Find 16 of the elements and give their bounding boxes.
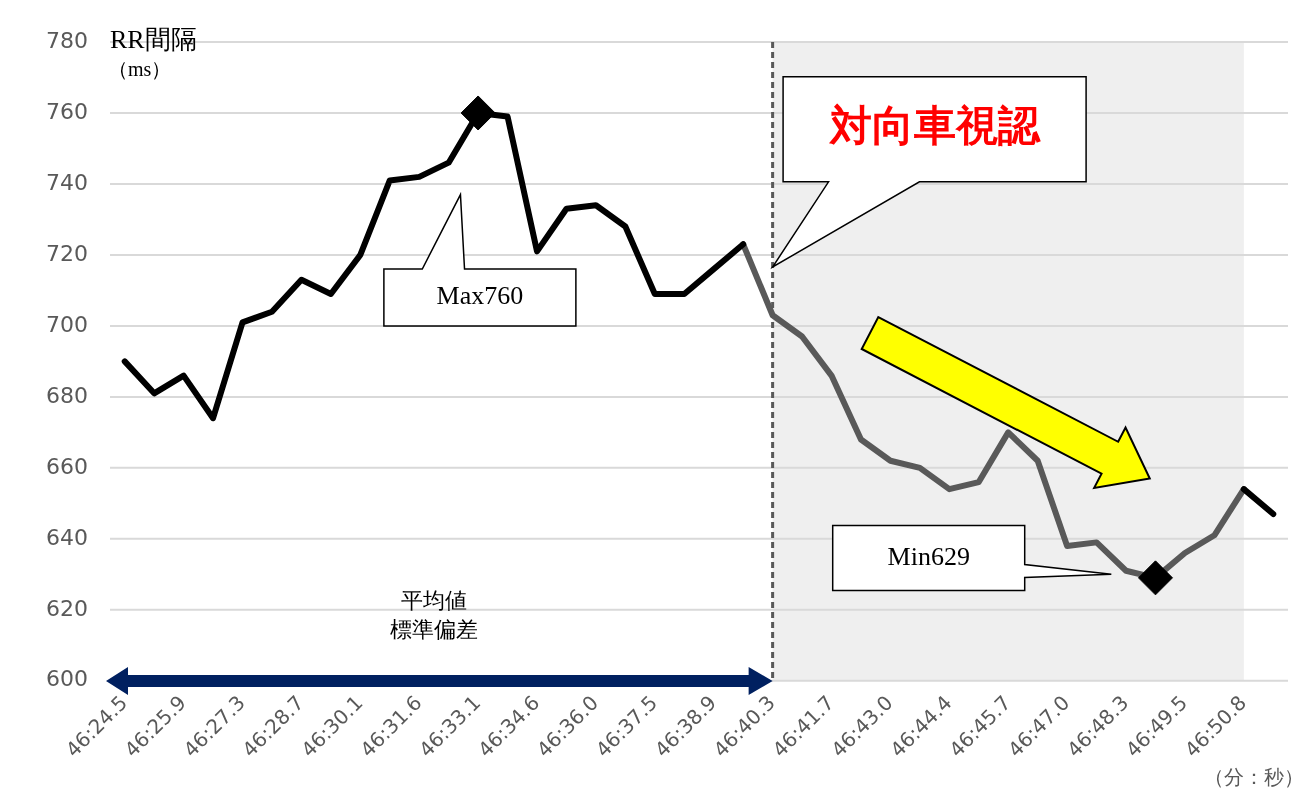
annotation: 平均値標準偏差 [389,588,478,642]
annotation: Max760 [436,281,524,311]
y-tick-label: 740 [45,169,88,195]
y-tick-label: 780 [45,27,88,53]
x-axis-title: （分：秒） [1204,765,1304,789]
annotation: 対向車視認 [827,101,1041,151]
y-tick-label: 620 [45,595,88,621]
y-axis-title: RR間隔（ms） [107,25,197,80]
annotation: Min629 [887,541,970,571]
y-tick-label: 760 [45,98,88,124]
y-tick-label: 600 [45,666,88,692]
y-tick-label: 720 [45,240,88,266]
y-tick-label: 640 [45,524,88,550]
y-tick-label: 660 [45,453,88,479]
y-tick-label: 680 [45,382,88,408]
y-tick-label: 700 [45,311,88,337]
